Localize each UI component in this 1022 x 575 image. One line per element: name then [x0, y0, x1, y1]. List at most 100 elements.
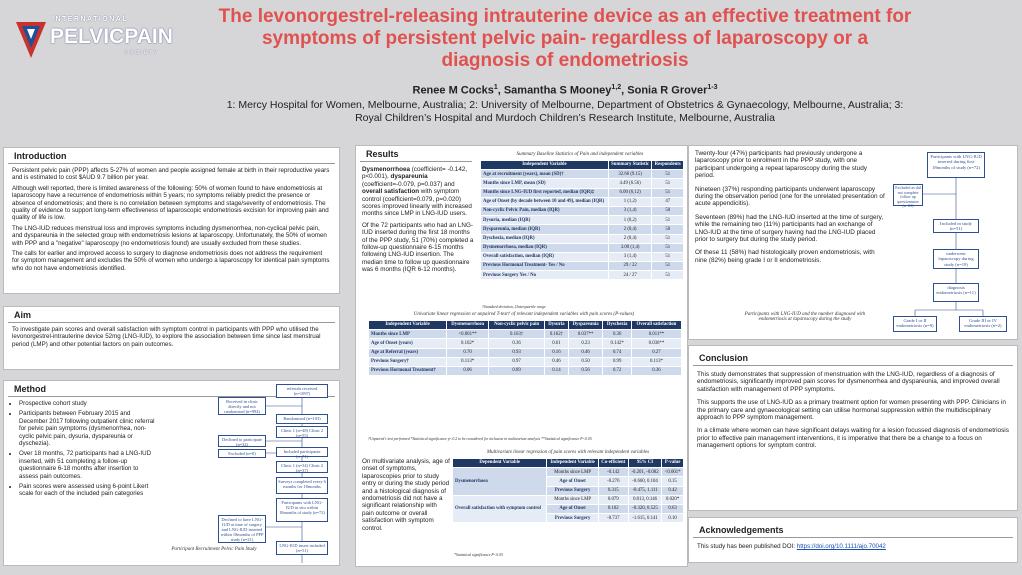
table-cell: Months since LMP — [367, 329, 448, 340]
table-cell: 0.27 — [630, 347, 683, 358]
header-cell: P-value — [661, 457, 684, 469]
logo-main: PELVICPAIN — [50, 25, 173, 48]
table-cell: 0.163† — [488, 329, 546, 340]
table-cell: 4.49 (6.56) — [607, 178, 653, 189]
title: The levonorgestrel-releasing intrauterin… — [218, 6, 912, 71]
table-cell: Age at Referral (years) — [367, 347, 448, 358]
flow-box: Received in clinic directly and not rand… — [218, 397, 266, 415]
paragraph: This supports the use of LNG-IUD as a pr… — [697, 399, 1006, 422]
table-cell: 0.42 — [661, 485, 684, 496]
author-affil: 1,2 — [611, 84, 622, 91]
header-cell: Independent Variable — [367, 319, 448, 331]
flow-box: Surveys completed every 6 months for 18m… — [276, 477, 328, 494]
flow-lines — [914, 178, 984, 316]
flow-box: Declined to participate (n=32) — [218, 435, 266, 447]
table-cell: 0.142* — [602, 338, 632, 349]
results-text: On multivariate analysis, age of onset o… — [362, 458, 450, 532]
header-cell: Respondents — [651, 159, 684, 171]
table-cell: 0.102* — [446, 338, 490, 349]
table-row: Age at recruitment (years), mean (SD)† 32… — [480, 169, 684, 180]
header-cell: Dyschezia — [602, 319, 632, 331]
surgery-panel: Twenty-four (47%) participants had previ… — [688, 145, 1018, 340]
table-row: Previous Surgery Yes / No 24 / 27 51 — [480, 270, 684, 281]
table-cell: 0.15 — [661, 476, 684, 487]
ack-text: This study has been published DOI: https… — [689, 541, 1017, 552]
author: Renee M Cocks — [412, 84, 494, 97]
table-cell: 0.16 — [544, 347, 569, 358]
table-cell: 0.50 — [567, 356, 604, 367]
table-cell: Age at recruitment (years), mean (SD)† — [480, 169, 609, 180]
table-cell: 0.36 — [630, 365, 683, 377]
table-cell: 3 (1,4) — [607, 205, 653, 217]
flow-box: Excluded (n=0) — [218, 449, 266, 458]
table-row: Months since LNG-IUD first reported, med… — [480, 187, 684, 198]
author: , Sonia R Grover — [621, 84, 708, 97]
table-cell: Months since LMP — [546, 467, 599, 478]
table-cell: Previous Surgery† — [367, 356, 448, 367]
header-cell: Dependent Variable — [451, 457, 548, 469]
table-cell: Months since LNG-IUD first reported, med… — [480, 187, 609, 198]
table-cell: 0.113* — [446, 356, 490, 367]
table-cell: 51 — [651, 270, 684, 281]
table-body: Months since LMP <0.001** 0.163† 0.162† 0.03… — [367, 329, 683, 377]
paragraph: Twenty-four (47%) participants had previ… — [695, 150, 867, 180]
conclusion-panel: Conclusion This study demonstrates that … — [688, 345, 1018, 511]
logo: INTERNATIONAL PELVICPAIN SOCIETY — [14, 14, 199, 74]
table-cell: -0.142 — [597, 467, 629, 478]
table-cell: 0.36 — [602, 329, 632, 340]
table-row: Previous Hormonal Treatment- Yes / No 29 … — [480, 261, 684, 272]
header-cell: 95% CI — [627, 457, 663, 469]
paragraph: Seventeen (89%) had the LNG-IUD inserted… — [695, 213, 884, 244]
flow-box: Clinic 1 (n=48) Clinic 2 (n=55) — [276, 426, 328, 438]
doi-link[interactable]: https://doi.org/10.1111/ajo.70042 — [796, 543, 886, 550]
author-affil: 1 — [493, 84, 498, 91]
paragraph: This study demonstrates that suppression… — [697, 371, 1000, 393]
table-cell: 0.46 — [544, 356, 569, 367]
table-cell: 0.013, 0.146 — [627, 494, 663, 505]
flow-box: Grade III or IV endometriosis (n=2) — [959, 316, 1007, 332]
aim-panel: Aim To investigate pain scores and overa… — [3, 306, 340, 370]
conclusion-text: This study demonstrates that suppression… — [689, 369, 1017, 458]
bullet: Prospective cohort study — [19, 400, 159, 407]
table-cell: Age of Onset — [546, 476, 599, 487]
table-cell: Previous Hormonal Treatment† — [367, 365, 448, 377]
text: Of the 72 participants who had an LNG-IU… — [362, 221, 474, 274]
ack-panel: Acknowledgements This study has been pub… — [688, 517, 1018, 563]
header-cell: Dysuria — [544, 319, 569, 331]
table-row: Previous Surgery† 0.113* 0.97 0.46 0.50 0.99 0… — [367, 356, 683, 367]
table-cell: 0.99 — [602, 356, 632, 367]
header-row: Independent Variable Summary Statistic Res… — [480, 159, 684, 171]
table-cell: Months since LMP, mean (SD) — [480, 178, 609, 189]
header-cell: Summary Statistic — [607, 159, 653, 171]
table-cell: 0.10 — [661, 513, 684, 524]
results-panel: Results Dysmenorrhoea (coefficient= -0.1… — [355, 145, 688, 567]
table-cell: 51 — [651, 178, 684, 189]
table-caption: Multivariate linear regression of pain s… — [486, 450, 650, 455]
table-cell: 0.079 — [597, 494, 629, 505]
table-cell: 6.00 (6,12) — [607, 187, 653, 198]
table-row: Age of Onset (by decade between 10 and 4… — [480, 196, 684, 207]
table-cell: Age of Onset (years) — [367, 338, 448, 349]
table-footnote: †Standard deviation, ‡Interquartile rang… — [482, 305, 546, 309]
text: This study has been published DOI: — [697, 543, 797, 550]
table-cell: -0.276 — [597, 476, 629, 487]
table-row: Months since LMP, mean (SD) 4.49 (6.56) 51 — [480, 178, 684, 189]
table-cell: 29 / 22 — [607, 261, 653, 272]
heading: Introduction — [8, 148, 335, 164]
table-cell: 0.46 — [567, 347, 604, 358]
table-body: Dysmenorrhoea Months since LMP -0.142 -0.20… — [451, 467, 684, 524]
table-cell: 3 (1,4) — [607, 251, 653, 263]
flow-box: LNG-IUD insert included (n=51) — [276, 541, 328, 555]
table-cell: 47 — [651, 196, 684, 207]
method-list: Prospective cohort study Participants bet… — [10, 400, 159, 498]
flow-box: Included participants (n=71) — [276, 447, 328, 459]
method-panel: Method Prospective cohort study Participa… — [3, 380, 340, 566]
header-cell: Independent Variable — [480, 159, 609, 171]
flow-box: Grade I or II endometriosis (n=9) — [893, 316, 937, 332]
flow-box: diagnosis endometriosis (n=11) — [933, 283, 979, 302]
table-row: Overall satisfaction with symptom contro… — [451, 494, 684, 524]
affiliations: 1: Mercy Hospital for Women, Melbourne, … — [226, 99, 904, 124]
table-cell: 2 (0,4) — [607, 224, 653, 235]
table-cell: 51 — [651, 187, 684, 198]
text: (coefficient=-0.079, p=0.037) and — [362, 180, 455, 188]
